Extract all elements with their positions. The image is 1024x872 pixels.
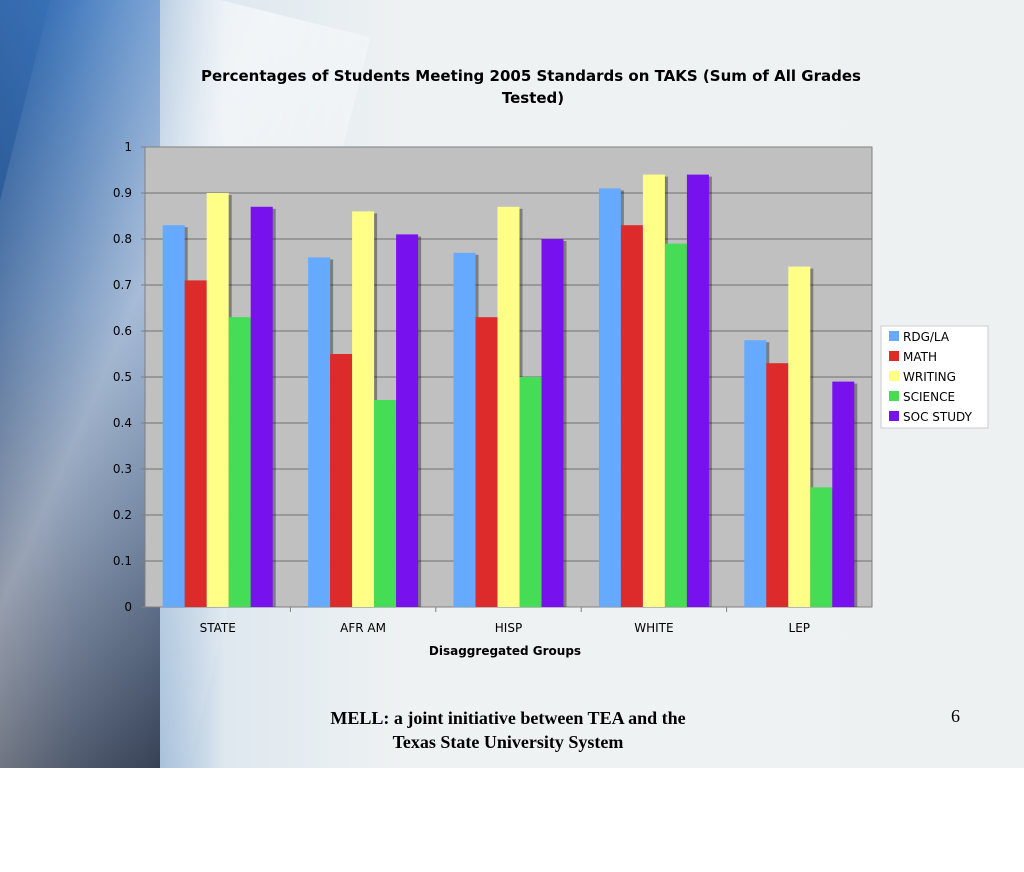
legend-label-1: MATH — [903, 350, 937, 364]
bar-afr-am-soc-study — [396, 234, 419, 607]
bar-white-rdg-la — [598, 188, 621, 607]
bar-afr-am-writing — [352, 211, 375, 607]
bars — [162, 174, 858, 608]
bar-hisp-writing — [497, 206, 520, 608]
y-tick-label-2: 0.2 — [113, 508, 132, 522]
slide-number: 6 — [951, 706, 960, 726]
bar-white-writing — [642, 174, 665, 607]
bar-white-math — [620, 225, 643, 607]
bar-afr-am-science — [374, 400, 397, 607]
bar-lep-writing — [788, 266, 811, 607]
bar-lep-math — [766, 363, 789, 607]
chart-title-line-2: Tested) — [502, 89, 564, 107]
x-tick-label-2: HISP — [495, 621, 522, 635]
legend-swatch-1 — [889, 351, 899, 361]
y-tick-label-5: 0.5 — [113, 370, 132, 384]
x-tick-label-3: WHITE — [634, 621, 673, 635]
y-tick-label-0: 0 — [124, 600, 132, 614]
bar-hisp-math — [475, 317, 498, 607]
y-tick-label-8: 0.8 — [113, 232, 132, 246]
legend-label-4: SOC STUDY — [903, 410, 973, 424]
x-tick-label-0: STATE — [200, 621, 236, 635]
legend: RDG/LA MATH WRITING SCIENCE SOC STUDY — [889, 330, 973, 424]
legend-swatch-3 — [889, 391, 899, 401]
y-tick-label-9: 0.9 — [113, 186, 132, 200]
footer-line-2: Texas State University System — [392, 732, 624, 752]
y-tick-label-10: 1 — [124, 140, 132, 154]
legend-swatch-4 — [889, 411, 899, 421]
bar-lep-soc-study — [832, 381, 855, 607]
bar-afr-am-math — [330, 354, 353, 607]
bar-state-science — [228, 317, 251, 607]
bar-hisp-science — [519, 377, 542, 607]
legend-label-2: WRITING — [903, 370, 956, 384]
y-tick-label-1: 0.1 — [113, 554, 132, 568]
legend-swatch-2 — [889, 371, 899, 381]
bar-state-soc-study — [250, 206, 273, 608]
bar-hisp-soc-study — [541, 239, 564, 607]
bar-white-soc-study — [686, 174, 709, 607]
legend-label-0: RDG/LA — [903, 330, 950, 344]
bar-state-writing — [206, 193, 229, 607]
chart-title-line-1: Percentages of Students Meeting 2005 Sta… — [201, 67, 861, 85]
bar-lep-science — [810, 487, 833, 607]
legend-swatch-0 — [889, 331, 899, 341]
bar-state-math — [184, 280, 207, 607]
x-tick-label-4: LEP — [789, 621, 811, 635]
x-axis-ticks: STATE AFR AM HISP WHITE LEP — [200, 607, 810, 635]
bar-state-rdg-la — [162, 225, 185, 607]
bar-chart: Percentages of Students Meeting 2005 Sta… — [113, 67, 989, 658]
footer-text: MELL: a joint initiative between TEA and… — [300, 706, 716, 754]
y-tick-label-6: 0.6 — [113, 324, 132, 338]
y-tick-label-7: 0.7 — [113, 278, 132, 292]
bar-white-science — [664, 243, 687, 607]
bar-hisp-rdg-la — [453, 252, 476, 608]
x-tick-label-1: AFR AM — [340, 621, 386, 635]
x-axis-title: Disaggregated Groups — [429, 644, 581, 658]
y-tick-label-4: 0.4 — [113, 416, 132, 430]
bar-lep-rdg-la — [744, 340, 767, 607]
y-axis-ticks: 0 0.1 0.2 0.3 0.4 0.5 0.6 0.7 0.8 0.9 1 — [113, 140, 145, 614]
footer-line-1: MELL: a joint initiative between TEA and… — [330, 708, 686, 728]
bar-afr-am-rdg-la — [308, 257, 331, 607]
y-tick-label-3: 0.3 — [113, 462, 132, 476]
legend-label-3: SCIENCE — [903, 390, 955, 404]
